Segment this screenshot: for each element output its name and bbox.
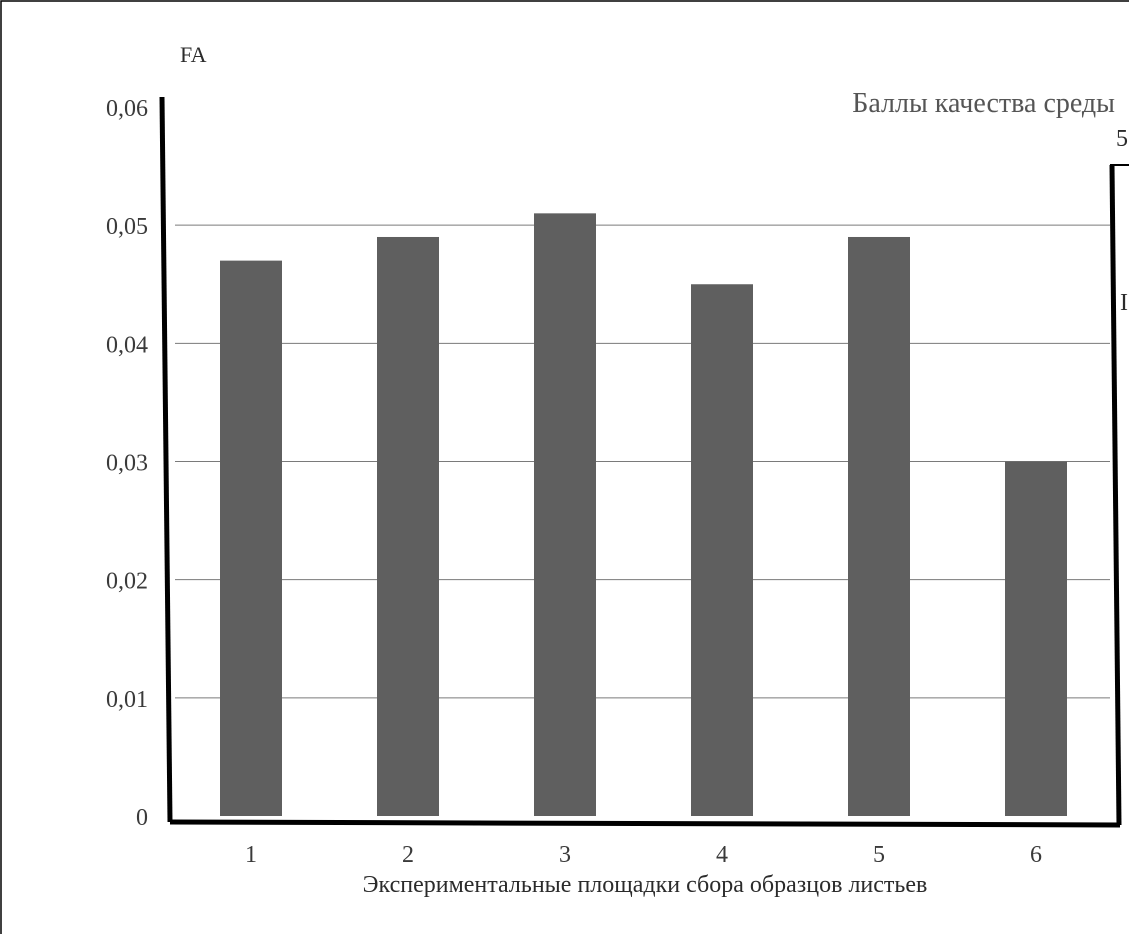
bar: [534, 213, 596, 817]
bar: [377, 236, 439, 816]
y2-partial-label: I: [1120, 290, 1128, 316]
x-axis-label: Экспериментальные площадки сбора образцо…: [363, 872, 928, 898]
y-tick-label: 0: [136, 805, 148, 831]
y-tick-label: 0,06: [106, 96, 148, 122]
bar: [220, 260, 282, 816]
gridlines: [175, 224, 1110, 699]
x-tick-label: 2: [402, 842, 414, 868]
y2-tick-label: 5: [1116, 126, 1128, 152]
x-tick-label: 3: [559, 842, 571, 868]
y-tick-label: 0,03: [106, 451, 148, 477]
y-tick-label: 0,05: [106, 214, 148, 240]
y-tick-label: 0,04: [106, 332, 148, 358]
bars: [220, 213, 1067, 817]
x-tick-label: 5: [873, 842, 885, 868]
y-tick-label: 0,01: [106, 687, 148, 713]
x-tick-label: 4: [716, 842, 728, 868]
bar: [691, 284, 753, 816]
y-tick-label: 0,02: [106, 569, 148, 595]
x-axis-line: [169, 819, 1121, 828]
y2-axis-label: Баллы качества среды: [852, 88, 1115, 119]
bar: [1005, 461, 1067, 816]
y-tick-labels: 0 0,01 0,02 0,03 0,04 0,05 0,06: [106, 96, 148, 831]
y-axis-label: FA: [180, 42, 207, 67]
y2-axis-line: [1109, 164, 1122, 826]
x-tick-label: 1: [245, 842, 257, 868]
x-tick-labels: 1 2 3 4 5 6: [245, 842, 1042, 868]
x-tick-label: 6: [1030, 842, 1042, 868]
y-axis-line: [159, 96, 173, 823]
bar: [848, 236, 910, 816]
